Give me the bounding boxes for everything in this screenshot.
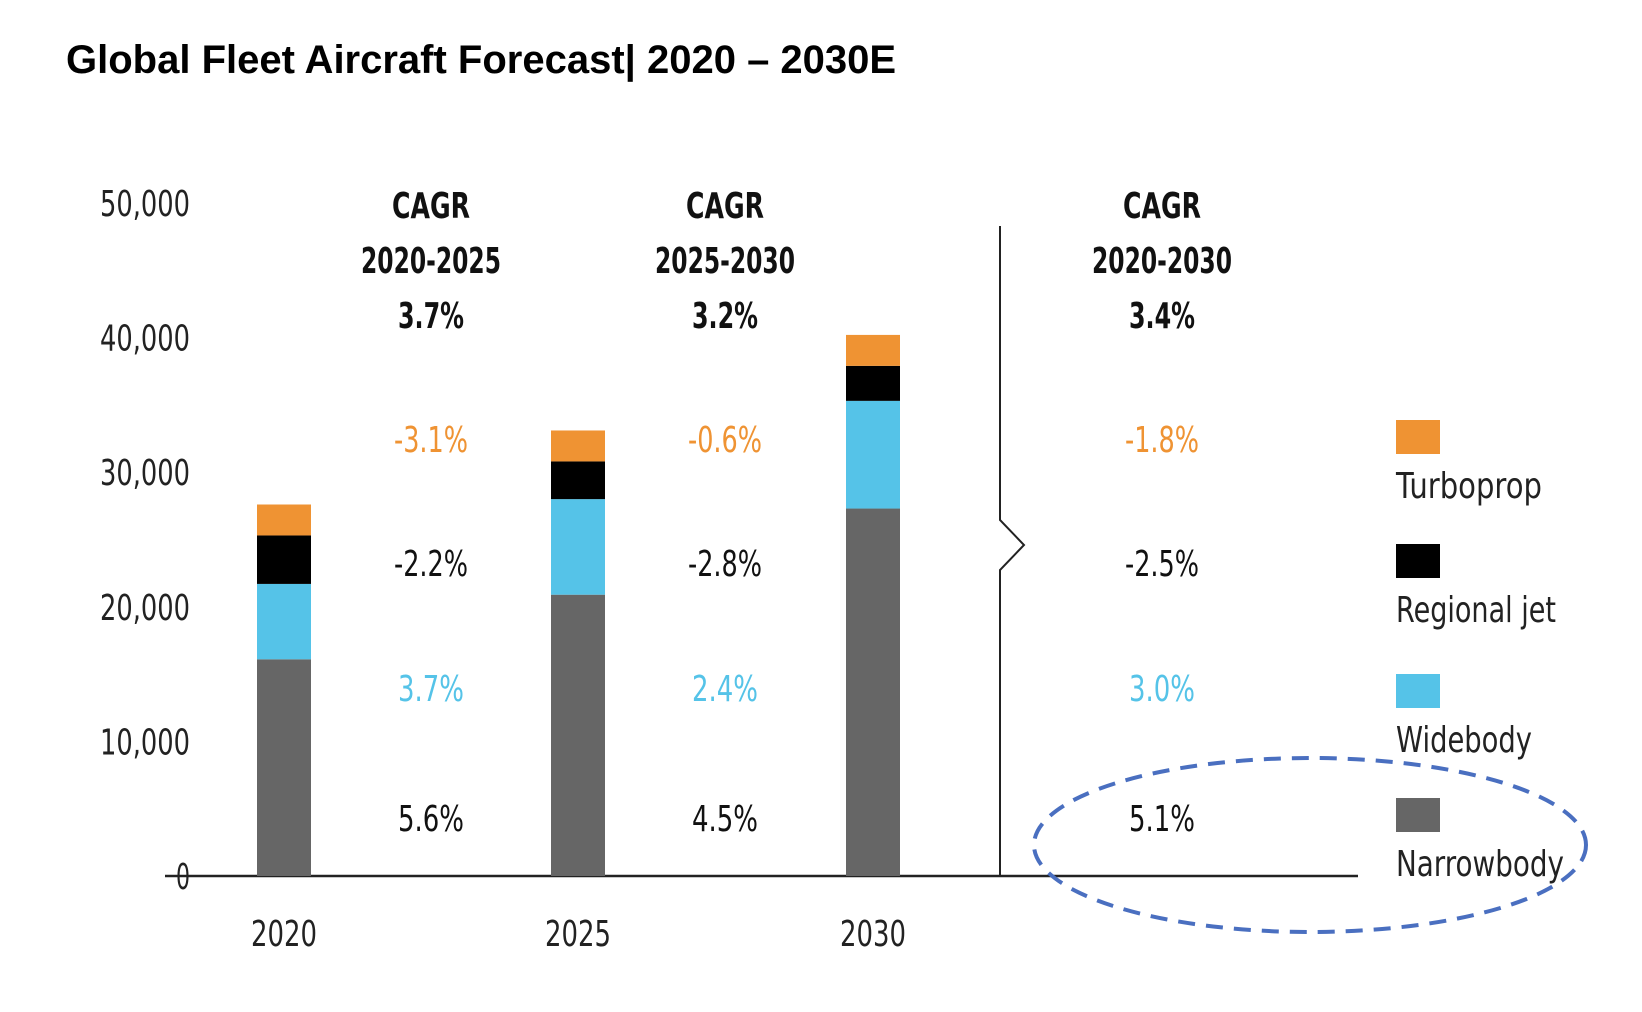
legend-swatch-widebody <box>1396 674 1440 708</box>
bar-segment-widebody <box>551 499 605 595</box>
x-tick-label: 2030 <box>840 914 906 955</box>
bar-segment-regional-jet <box>846 365 900 401</box>
bar-segment-regional-jet <box>257 535 311 584</box>
bar-segment-narrowbody <box>551 594 605 876</box>
legend-label-widebody: Widebody <box>1396 720 1532 761</box>
section-divider <box>999 226 1026 876</box>
cagr-widebody: 3.0% <box>1129 669 1195 710</box>
cagr-annotations: CAGR 2020-2025 3.7% -3.1% -2.2% 3.7% 5.6% CAGR 2… <box>361 186 1232 840</box>
cagr-turboprop: -1.8% <box>1125 420 1199 461</box>
y-tick-label: 50,000 <box>100 184 190 225</box>
cagr-heading: CAGR <box>392 186 470 227</box>
cagr-turboprop: -3.1% <box>394 420 468 461</box>
bar-segment-turboprop <box>551 430 605 462</box>
cagr-regional-jet: -2.2% <box>394 544 468 585</box>
x-tick-label: 2025 <box>545 914 611 955</box>
cagr-regional-jet: -2.8% <box>688 544 762 585</box>
cagr-narrowbody: 5.6% <box>398 799 464 840</box>
legend-label-turboprop: Turboprop <box>1395 466 1542 507</box>
cagr-period: 2020-2025 <box>361 241 501 282</box>
cagr-period: 2025-2030 <box>655 241 795 282</box>
cagr-total: 3.2% <box>692 296 758 337</box>
legend-label-regional-jet: Regional jet <box>1396 590 1556 631</box>
legend-label-narrowbody: Narrowbody <box>1396 844 1564 885</box>
cagr-total: 3.4% <box>1129 296 1195 337</box>
cagr-narrowbody: 4.5% <box>692 799 758 840</box>
bar-segment-regional-jet <box>551 461 605 500</box>
cagr-turboprop: -0.6% <box>688 420 762 461</box>
y-axis-ticks: 0 10,000 20,000 30,000 40,000 50,000 <box>100 184 190 898</box>
cagr-heading: CAGR <box>686 186 764 227</box>
cagr-narrowbody: 5.1% <box>1129 799 1195 840</box>
y-tick-label: 20,000 <box>100 588 190 629</box>
chart-title: Global Fleet Aircraft Forecast| 2020 – 2… <box>66 38 897 82</box>
y-tick-label: 40,000 <box>100 319 190 360</box>
x-tick-label: 2020 <box>251 914 317 955</box>
cagr-heading: CAGR <box>1123 186 1201 227</box>
bar-segment-turboprop <box>846 334 900 366</box>
bar-segment-narrowbody <box>846 508 900 876</box>
y-tick-label: 10,000 <box>100 722 190 763</box>
stacked-bars <box>257 334 900 876</box>
legend-swatch-narrowbody <box>1396 798 1440 832</box>
y-tick-label: 30,000 <box>100 453 190 494</box>
legend-swatch-turboprop <box>1396 420 1440 454</box>
legend: Turboprop Regional jet Widebody Narrowbody <box>1395 420 1564 885</box>
y-tick-label: 0 <box>176 857 190 898</box>
bar-segment-turboprop <box>257 504 311 536</box>
bar-segment-widebody <box>257 583 311 660</box>
bar-segment-widebody <box>846 400 900 509</box>
cagr-total: 3.7% <box>398 296 464 337</box>
cagr-widebody: 2.4% <box>692 669 758 710</box>
bar-segment-narrowbody <box>257 659 311 876</box>
x-axis-ticks: 2020 2025 2030 <box>251 914 906 955</box>
cagr-period: 2020-2030 <box>1092 241 1232 282</box>
cagr-regional-jet: -2.5% <box>1125 544 1199 585</box>
legend-swatch-regional-jet <box>1396 544 1440 578</box>
highlight-ellipse <box>1032 756 1588 934</box>
cagr-widebody: 3.7% <box>398 669 464 710</box>
